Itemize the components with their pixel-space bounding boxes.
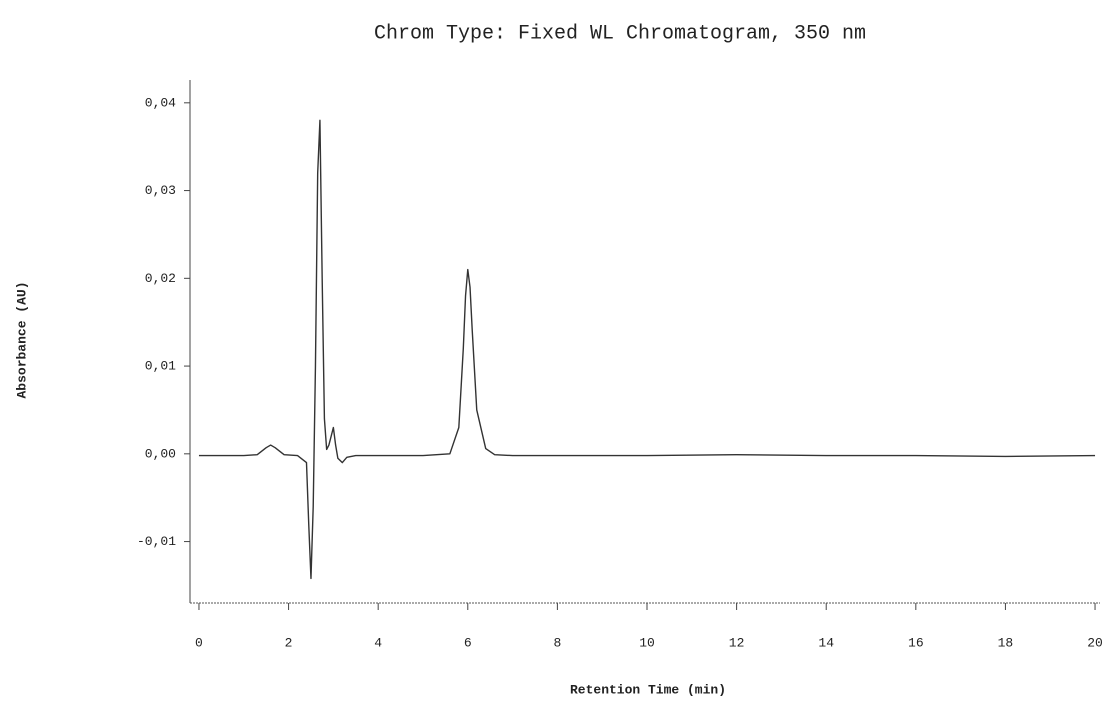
x-tick-label: 0 — [195, 635, 203, 650]
x-tick-label: 12 — [729, 635, 745, 650]
y-tick-label: 0,04 — [145, 95, 176, 110]
y-tick-label: 0,03 — [145, 183, 176, 198]
x-tick-label: 16 — [908, 635, 924, 650]
y-tick-label: 0,00 — [145, 446, 176, 461]
x-tick-label: 18 — [998, 635, 1014, 650]
x-tick-label: 8 — [553, 635, 561, 650]
x-tick-label: 6 — [464, 635, 472, 650]
x-tick-label: 4 — [374, 635, 382, 650]
y-tick-label: -0,01 — [137, 534, 176, 549]
y-tick-label: 0,01 — [145, 359, 176, 374]
y-axis-label: Absorbance (AU) — [14, 281, 29, 398]
x-tick-label: 20 — [1087, 635, 1102, 650]
x-tick-label: 2 — [285, 635, 293, 650]
y-tick-label: 0,02 — [145, 271, 176, 286]
x-tick-label: 10 — [639, 635, 655, 650]
chart-title: Chrom Type: Fixed WL Chromatogram, 350 n… — [374, 22, 866, 45]
x-tick-label: 14 — [818, 635, 834, 650]
x-axis-label: Retention Time (min) — [570, 682, 726, 697]
data-line — [198, 119, 1096, 580]
